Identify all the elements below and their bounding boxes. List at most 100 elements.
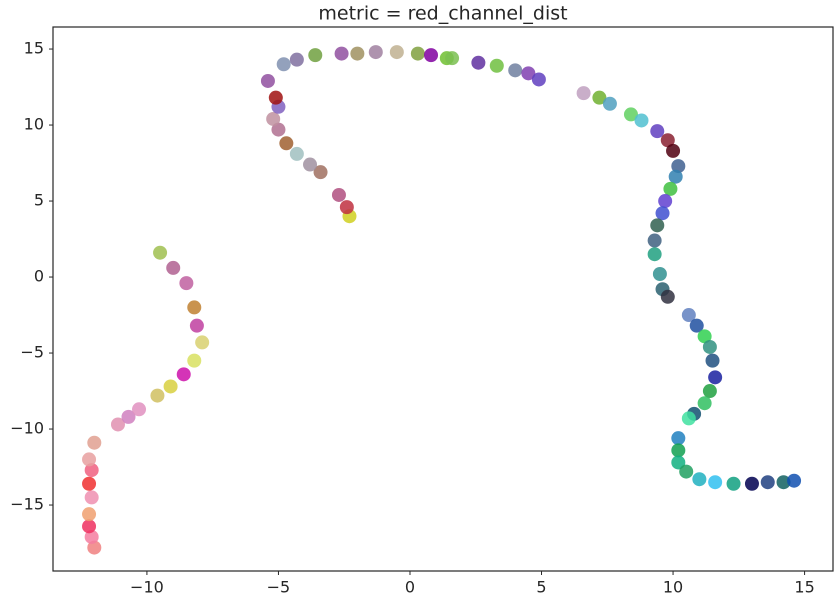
point [82, 452, 97, 467]
point [602, 96, 617, 111]
point [84, 463, 99, 478]
point [187, 300, 202, 315]
point [82, 519, 97, 534]
point [82, 476, 97, 491]
point [276, 57, 291, 72]
x-tick-label: 15 [794, 578, 814, 597]
point [389, 45, 404, 60]
point [671, 159, 686, 174]
point [445, 51, 460, 66]
point [776, 475, 791, 490]
point [634, 113, 649, 128]
point [279, 136, 294, 151]
point [663, 181, 678, 196]
point [260, 73, 275, 88]
point [708, 370, 723, 385]
point [647, 247, 662, 262]
point [671, 443, 686, 458]
point [508, 63, 523, 78]
point [576, 86, 591, 101]
point [303, 157, 318, 172]
y-tick-label: −5 [20, 343, 44, 362]
chart-title: metric = red_channel_dist [318, 3, 567, 25]
point [668, 169, 683, 184]
y-tick-label: 5 [34, 191, 44, 210]
point [87, 435, 102, 450]
point [697, 396, 712, 411]
point [308, 48, 323, 63]
y-tick-label: 0 [34, 267, 44, 286]
point [666, 143, 681, 158]
point [726, 476, 741, 491]
point [271, 122, 286, 137]
x-tick-label: −5 [267, 578, 291, 597]
point [760, 475, 775, 490]
point [652, 266, 667, 281]
point [110, 417, 125, 432]
point [702, 384, 717, 399]
point [350, 46, 365, 61]
point [658, 194, 673, 209]
point [368, 45, 383, 60]
y-tick-label: −10 [10, 419, 44, 438]
point [471, 55, 486, 70]
point [132, 402, 147, 417]
x-tick-label: 10 [663, 578, 683, 597]
point [705, 353, 720, 368]
y-tick-label: 15 [24, 39, 44, 58]
point [150, 388, 165, 403]
point [647, 233, 662, 248]
point [84, 490, 99, 505]
point [82, 507, 97, 522]
point [623, 107, 638, 122]
point [176, 367, 191, 382]
point [708, 475, 723, 490]
point [289, 52, 304, 67]
point [179, 276, 194, 291]
point [153, 245, 168, 260]
x-tick-label: 5 [536, 578, 546, 597]
point [660, 133, 675, 148]
point [268, 90, 283, 105]
point [189, 318, 204, 333]
point [702, 339, 717, 354]
point [521, 66, 536, 81]
plot-frame [52, 26, 834, 572]
point [689, 318, 704, 333]
point [187, 353, 202, 368]
point [679, 464, 694, 479]
point [289, 146, 304, 161]
point [84, 529, 99, 544]
point [410, 46, 425, 61]
point [692, 472, 707, 487]
point [697, 329, 712, 344]
point [313, 165, 328, 180]
y-tick-label: −15 [10, 495, 44, 514]
point [787, 473, 802, 488]
point [424, 48, 439, 63]
point [331, 187, 346, 202]
point [266, 111, 281, 126]
point [681, 411, 696, 426]
point [489, 58, 504, 73]
point [650, 218, 665, 233]
point [744, 476, 759, 491]
point [121, 409, 136, 424]
y-tick-label: 10 [24, 115, 44, 134]
point [166, 260, 181, 275]
point [87, 540, 102, 555]
x-tick-label: −10 [130, 578, 164, 597]
point [592, 90, 607, 105]
point [655, 206, 670, 221]
point [195, 335, 210, 350]
point [671, 455, 686, 470]
point [531, 72, 546, 87]
point [339, 200, 354, 215]
point [681, 308, 696, 323]
x-tick-label: 0 [405, 578, 415, 597]
point [163, 379, 178, 394]
point [650, 124, 665, 139]
point [671, 431, 686, 446]
point [660, 289, 675, 304]
